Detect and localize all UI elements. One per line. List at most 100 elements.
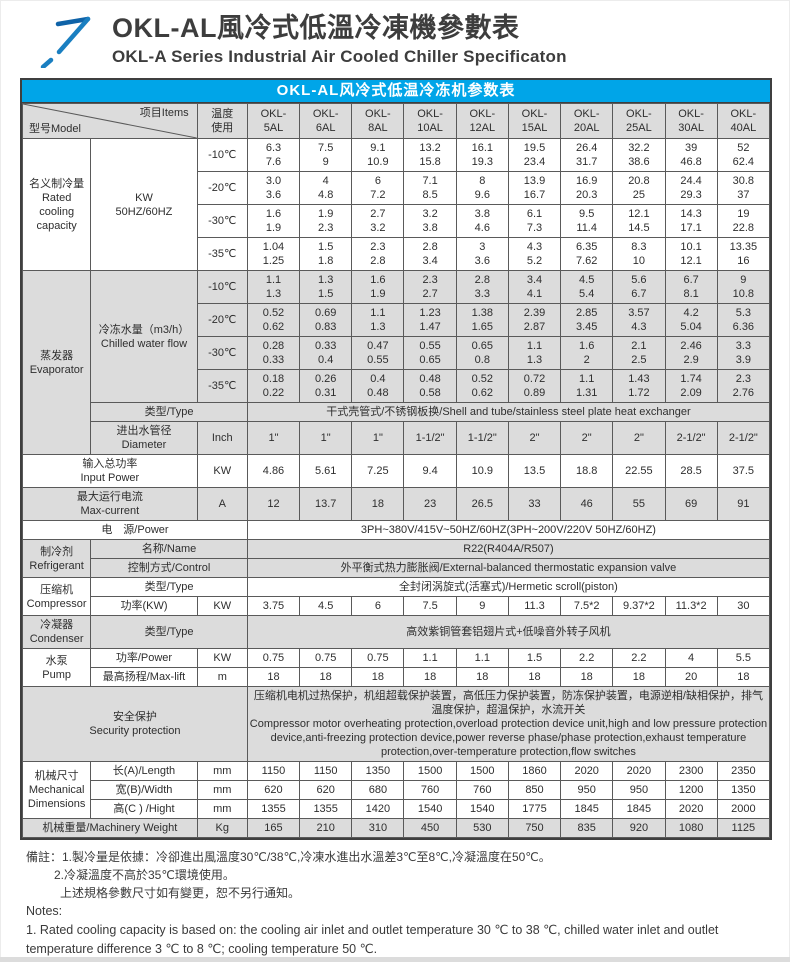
table-cell: -30℃ [196,336,248,370]
table-cell: 1125 [716,818,771,838]
table-cell: OKL- 30AL [664,103,718,139]
table-cell: KW 50HZ/60HZ [90,138,198,271]
table-cell: A [196,487,248,521]
table-cell: mm [196,780,248,800]
table-cell: 55 [612,487,666,521]
table-row: -20℃ 3.0 3.6 4 4.8 6 7.2 7.1 8.5 8 9.6 13.9 16.7 16.9… [23,171,771,205]
table-cell: 2000 [716,799,771,819]
table-cell: 0.26 0.31 [299,369,353,403]
table-cell: 1.38 1.65 [455,303,509,337]
table-cell: mm [196,799,248,819]
table-title: OKL-AL风冷式低温冷冻机参数表 [22,80,770,103]
table-cell: 2-1/2" [664,421,718,455]
page-bottom-edge [0,957,790,962]
table-cell: 10.1 12.1 [664,237,718,271]
table-cell: 2-1/2" [716,421,771,455]
table-row: 压缩机 Compressor 类型/Type 全封闭涡旋式(活塞式)/Hermetic… [21,577,771,616]
table-cell: 名义制冷量 Rated cooling capacity [21,138,92,271]
table-cell: 30.8 37 [716,171,771,205]
table-cell: 2020 [560,761,614,781]
table-cell: 6 7.2 [351,171,405,205]
table-cell: 22.55 [612,454,666,488]
table-cell: 1.1 [455,648,509,668]
table-cell: 2.3 2.76 [716,369,771,403]
table-cell: 2350 [716,761,771,781]
table-cell: -30℃ [196,204,248,238]
table-cell: 1150 [299,761,353,781]
table-cell: OKL- 10AL [403,103,457,139]
table-cell: 46 [560,487,614,521]
table-cell: 机械尺寸 Mechanical Dimensions [21,761,92,819]
table-row: 机械重量/Machinery Weight Kg 165 210 310 450 530 75… [22,818,771,838]
table-cell: 类型/Type [90,615,248,649]
notes-section: 備註：1.製冷量是依據：冷卻進出風溫度30℃/38℃,冷凍水進出水溫差3℃至8℃… [26,848,764,959]
table-cell: 0.75 [246,648,301,668]
page-title: OKL-AL風冷式低溫冷凍機參數表 [112,13,520,43]
table-cell: mm [196,761,248,781]
table-cell: 1.9 2.3 [299,204,353,238]
table-cell: 6.7 8.1 [664,270,718,304]
table-cell: 0.4 0.48 [351,369,405,403]
table-cell: 11.3*2 [664,596,718,616]
table-cell: m [196,667,248,687]
table-cell: 0.48 0.58 [403,369,457,403]
table-cell: 2.3 2.8 [351,237,405,271]
table-cell: 920 [612,818,666,838]
table-cell: 1.6 1.9 [351,270,405,304]
table-cell: 2.46 2.9 [664,336,718,370]
table-cell: 1355 [246,799,301,819]
table-row: 控制方式/Control 外平衡式热力膨胀阀/External-balanced … [23,558,771,578]
table-cell: 4.5 5.4 [560,270,614,304]
table-cell: 压缩机电机过热保护，机组超载保护装置，高低压力保护装置，防冻保护装置，电源逆相/… [246,686,771,762]
table-row: 项目Items 型号Model 温度 使用 OKL- 5AL OKL- 6AL OKL- 8AL O… [22,103,771,139]
table-cell: 23 [403,487,457,521]
table-cell: OKL- 20AL [560,103,614,139]
table-cell: 0.52 0.62 [246,303,301,337]
table-row: -30℃ 1.6 1.9 1.9 2.3 2.7 3.2 3.2 3.8 3.8 4.6 6.1 7.3… [23,204,771,238]
spec-table-body: 项目Items 型号Model 温度 使用 OKL- 5AL OKL- 6AL OKL- 8AL O… [21,103,771,838]
table-cell: 进出水管径 Diameter [90,421,198,455]
table-cell: 16.1 19.3 [455,138,509,172]
table-cell: 1.6 2 [560,336,614,370]
table-cell: 1" [299,421,353,455]
table-cell: 4.5 [299,596,353,616]
table-cell: -10℃ [196,270,248,304]
table-cell: 1540 [455,799,509,819]
document-header: OKL-AL風冷式低溫冷凍機參數表 OKL-A Series Industria… [0,0,790,72]
table-cell: 9.4 [403,454,457,488]
table-cell: 0.28 0.33 [246,336,301,370]
table-cell: 1" [351,421,405,455]
table-cell: 760 [403,780,457,800]
table-cell: 高(C ) /Hight [90,799,198,819]
table-row: 制冷剂 Refrigerant 名称/Name R22(R404A/R507) [21,539,771,578]
table-cell: 7.1 8.5 [403,171,457,205]
table-cell: 8 9.6 [455,171,509,205]
table-cell: 5.5 [716,648,771,668]
table-cell: 控制方式/Control [90,558,248,578]
table-cell: 冷凝器 Condenser [21,615,92,649]
table-cell: 最大运行电流 Max-current [22,487,198,521]
table-row: 高(C ) /Hight mm 1355 1355 1420 1540 1540 1775 18… [23,799,771,819]
table-cell: 1200 [664,780,718,800]
table-row: 功率(KW) KW 3.75 4.5 6 7.5 9 11.3 7.5*2 9.37*2 11.3*… [23,596,771,616]
table-cell: 13.2 15.8 [403,138,457,172]
table-cell: OKL- 5AL [246,103,301,139]
table-cell: 2.39 2.87 [507,303,562,337]
table-cell: 69 [664,487,718,521]
table-cell: 32.2 38.6 [612,138,666,172]
table-cell: 输入总功率 Input Power [22,454,198,488]
table-cell: 1" [246,421,301,455]
table-cell: 12 [246,487,301,521]
table-cell: 温度 使用 [196,103,248,139]
table-cell: 4.3 5.2 [507,237,562,271]
diagonal-divider-line [23,104,197,138]
table-cell: 名称/Name [90,539,248,559]
table-cell: 1.6 1.9 [246,204,301,238]
table-cell: 2.3 2.7 [403,270,457,304]
table-cell: OKL- 12AL [455,103,509,139]
table-cell: 7.5 9 [299,138,353,172]
table-cell: OKL- 15AL [507,103,562,139]
table-cell: 5.61 [299,454,353,488]
table-cell: 水泵 Pump [21,648,92,687]
table-cell: 2.8 3.3 [455,270,509,304]
